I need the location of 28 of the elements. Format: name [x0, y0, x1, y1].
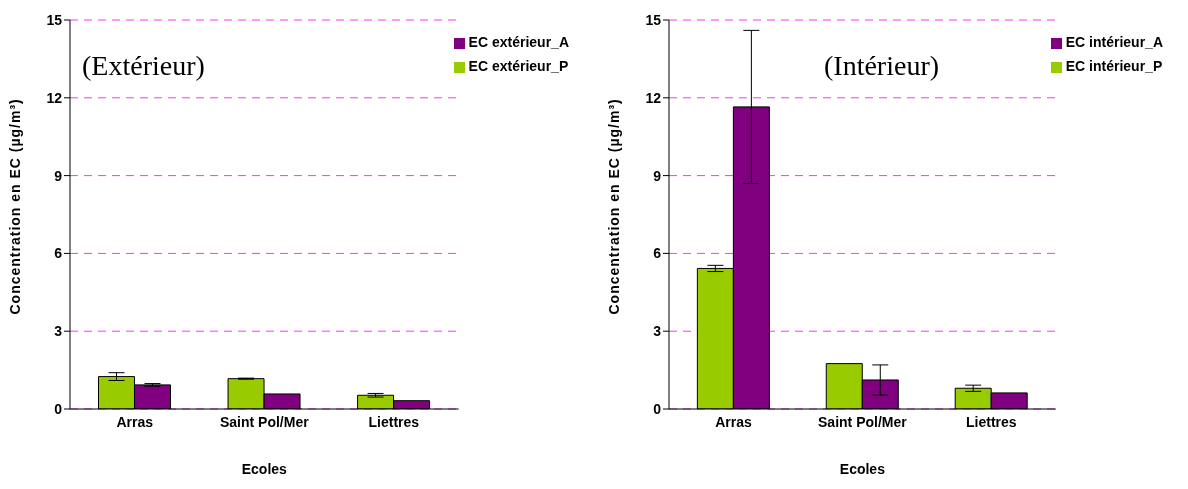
y-tick-label: 3	[54, 323, 63, 340]
legend-label: EC intérieur_P	[1065, 58, 1163, 74]
x-axis-title: Ecoles	[839, 461, 886, 477]
y-axis-title: Concentration en EC (µg/m³)	[6, 98, 23, 315]
legend-label: EC intérieur_A	[1065, 34, 1163, 50]
y-tick-label: 15	[645, 11, 662, 28]
x-axis-title: Ecoles	[241, 461, 288, 477]
x-tick-label: Arras	[116, 413, 154, 430]
legend-label: EC extérieur_A	[468, 34, 569, 50]
y-tick-label: 3	[653, 323, 662, 340]
y-tick-label: 0	[54, 400, 63, 417]
annotation: (Intérieur)	[824, 50, 940, 82]
y-axis-title: Concentration en EC (µg/m³)	[605, 98, 622, 315]
y-tick-label: 9	[653, 167, 662, 184]
y-tick-label: 0	[653, 400, 662, 417]
y-tick-label: 12	[46, 89, 63, 106]
y-tick-label: 6	[54, 245, 63, 262]
y-tick-label: 9	[54, 167, 63, 184]
y-tick-label: 6	[653, 245, 662, 262]
legend-label: EC extérieur_P	[468, 58, 569, 74]
y-tick-label: 15	[46, 11, 63, 28]
x-tick-label: Saint Pol/Mer	[818, 413, 908, 430]
x-tick-label: Saint Pol/Mer	[219, 413, 310, 430]
x-tick-label: Liettres	[966, 413, 1017, 430]
x-tick-label: Liettres	[368, 413, 420, 430]
annotation: (Extérieur)	[82, 50, 205, 82]
x-tick-label: Arras	[715, 413, 752, 430]
y-tick-label: 12	[645, 89, 662, 106]
